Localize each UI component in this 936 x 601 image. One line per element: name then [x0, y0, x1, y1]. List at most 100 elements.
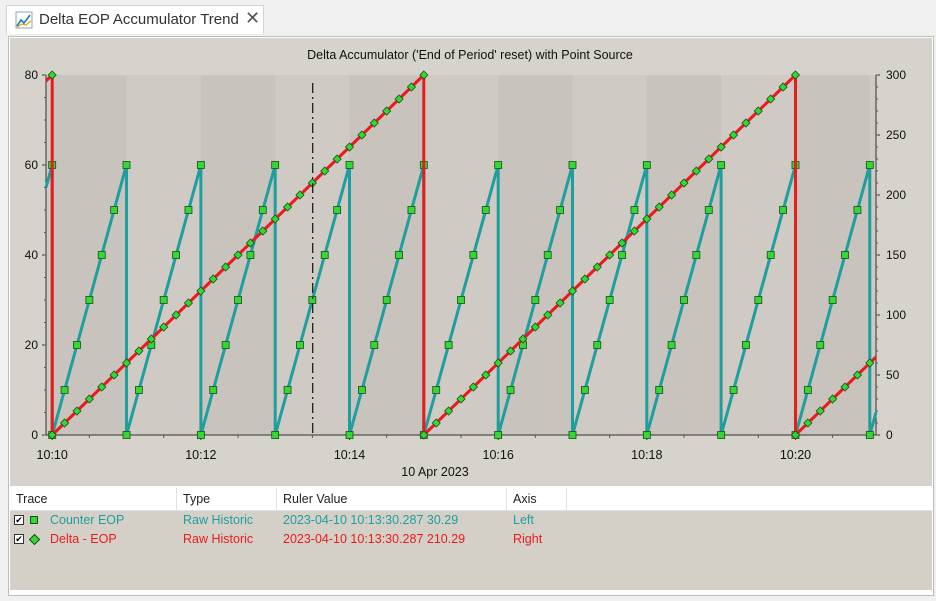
counter-eop-point[interactable]: [469, 251, 478, 259]
counter-eop-point[interactable]: [345, 431, 354, 439]
delta-eop-point[interactable]: [518, 334, 528, 344]
delta-eop-point[interactable]: [121, 358, 132, 368]
counter-eop-point[interactable]: [196, 431, 205, 439]
counter-eop-point[interactable]: [779, 206, 787, 214]
counter-eop-point[interactable]: [717, 161, 726, 169]
delta-eop-point[interactable]: [183, 298, 194, 308]
visibility-checkbox[interactable]: ✔: [14, 534, 24, 544]
counter-eop-point[interactable]: [357, 386, 366, 394]
delta-eop-point[interactable]: [159, 322, 169, 332]
counter-eop-point[interactable]: [122, 161, 131, 169]
counter-eop-point[interactable]: [630, 206, 639, 214]
delta-eop-point[interactable]: [790, 70, 801, 80]
delta-eop-point[interactable]: [382, 106, 392, 116]
plot-area[interactable]: [46, 75, 876, 435]
counter-eop-point[interactable]: [159, 296, 168, 304]
counter-eop-point[interactable]: [828, 296, 837, 304]
delta-eop-point[interactable]: [629, 226, 639, 236]
delta-eop-point[interactable]: [543, 310, 553, 320]
delta-eop-point[interactable]: [431, 418, 441, 428]
counter-eop-point[interactable]: [333, 206, 342, 214]
counter-eop-point[interactable]: [271, 431, 280, 439]
delta-eop-point[interactable]: [840, 382, 850, 392]
delta-eop-point[interactable]: [567, 286, 578, 296]
counter-eop-point[interactable]: [655, 386, 664, 394]
delta-eop-point[interactable]: [778, 82, 788, 92]
counter-eop-point[interactable]: [60, 386, 69, 394]
counter-eop-point[interactable]: [407, 206, 416, 214]
trace-row-counter[interactable]: ✔ Counter EOP Raw Historic 2023-04-10 10…: [10, 511, 932, 530]
counter-eop-point[interactable]: [618, 251, 626, 259]
counter-eop-point[interactable]: [717, 431, 726, 439]
delta-eop-point[interactable]: [481, 370, 491, 380]
delta-eop-point[interactable]: [580, 274, 590, 284]
delta-eop-point[interactable]: [815, 406, 825, 416]
counter-eop-point[interactable]: [122, 431, 131, 439]
delta-eop-point[interactable]: [60, 418, 70, 428]
counter-eop-point[interactable]: [853, 206, 862, 214]
counter-eop-point[interactable]: [246, 251, 255, 259]
column-type[interactable]: Type: [177, 488, 277, 510]
delta-eop-point[interactable]: [47, 70, 57, 80]
delta-eop-point[interactable]: [146, 334, 156, 344]
delta-eop-point[interactable]: [654, 202, 664, 212]
counter-eop-point[interactable]: [494, 431, 503, 439]
counter-eop-point[interactable]: [680, 296, 688, 304]
delta-eop-point[interactable]: [320, 166, 330, 176]
delta-eop-point[interactable]: [344, 142, 355, 152]
column-ruler-value[interactable]: Ruler Value: [277, 488, 507, 510]
delta-eop-point[interactable]: [171, 310, 181, 320]
delta-eop-point[interactable]: [865, 358, 875, 368]
counter-eop-point[interactable]: [432, 386, 441, 394]
counter-eop-point[interactable]: [865, 431, 874, 439]
counter-eop-point[interactable]: [296, 341, 304, 349]
delta-eop-point[interactable]: [283, 202, 293, 212]
counter-eop-point[interactable]: [642, 431, 651, 439]
counter-eop-point[interactable]: [382, 296, 391, 304]
counter-eop-point[interactable]: [642, 161, 651, 169]
counter-eop-point[interactable]: [531, 296, 540, 304]
delta-eop-point[interactable]: [456, 394, 466, 404]
delta-eop-point[interactable]: [530, 322, 540, 332]
delta-eop-point[interactable]: [667, 190, 677, 200]
counter-eop-point[interactable]: [568, 431, 577, 439]
counter-eop-point[interactable]: [704, 206, 713, 214]
counter-eop-point[interactable]: [865, 161, 874, 169]
delta-eop-point[interactable]: [369, 118, 379, 128]
delta-eop-point[interactable]: [221, 262, 231, 272]
counter-eop-point[interactable]: [568, 161, 577, 169]
counter-eop-point[interactable]: [481, 206, 490, 214]
delta-eop-point[interactable]: [592, 262, 602, 272]
counter-eop-point[interactable]: [370, 341, 379, 349]
counter-eop-point[interactable]: [543, 251, 552, 259]
delta-eop-point[interactable]: [679, 178, 689, 188]
counter-eop-point[interactable]: [221, 341, 230, 349]
delta-eop-point[interactable]: [493, 358, 503, 368]
delta-eop-point[interactable]: [852, 370, 862, 380]
counter-eop-point[interactable]: [345, 161, 354, 169]
counter-eop-point[interactable]: [816, 341, 825, 349]
counter-eop-point[interactable]: [605, 296, 614, 304]
delta-eop-point[interactable]: [332, 154, 342, 164]
counter-eop-point[interactable]: [97, 251, 106, 259]
delta-eop-point[interactable]: [134, 346, 144, 356]
counter-eop-point[interactable]: [841, 251, 849, 259]
delta-eop-point[interactable]: [828, 394, 838, 404]
delta-eop-point[interactable]: [109, 370, 119, 380]
delta-eop-point[interactable]: [728, 130, 739, 140]
trace-row-delta[interactable]: ✔ Delta - EOP Raw Historic 2023-04-10 10…: [10, 530, 932, 549]
counter-eop-point[interactable]: [494, 161, 503, 169]
counter-eop-point[interactable]: [85, 296, 94, 304]
delta-eop-point[interactable]: [357, 130, 367, 140]
delta-eop-point[interactable]: [617, 238, 627, 248]
delta-eop-point[interactable]: [505, 346, 516, 356]
delta-eop-point[interactable]: [741, 118, 751, 128]
counter-eop-point[interactable]: [457, 296, 465, 304]
trend-chart[interactable]: Delta Accumulator ('End of Period' reset…: [10, 38, 932, 486]
delta-eop-point[interactable]: [555, 298, 565, 308]
delta-eop-point[interactable]: [419, 70, 429, 80]
tab-trend[interactable]: Delta EOP Accumulator Trend ✕: [6, 5, 264, 34]
delta-eop-point[interactable]: [270, 214, 280, 224]
counter-eop-point[interactable]: [667, 341, 676, 349]
counter-eop-point[interactable]: [283, 386, 292, 394]
